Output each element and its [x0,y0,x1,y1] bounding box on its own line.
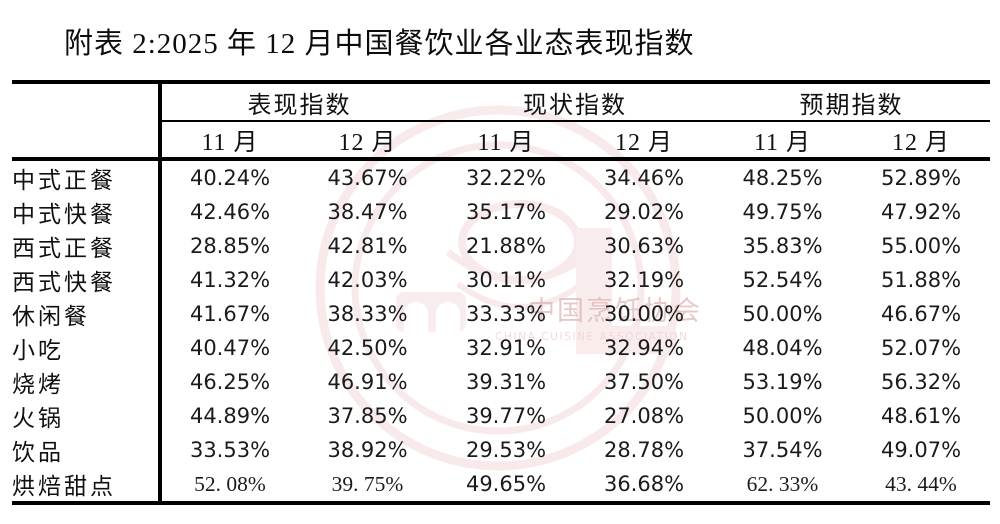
cell: 39. 75% [331,471,404,496]
cell: 41.67% [189,302,271,326]
cell: 42.46% [189,200,271,224]
row-label: 饮品 [12,433,162,467]
table-row: 休闲餐 41.67% 38.33% 33.33% 30.00% 50.00% 4… [12,297,990,331]
table-row: 中式快餐 42.46% 38.47% 35.17% 29.02% 49.75% … [12,195,990,229]
table-row: 中式正餐 40.24% 43.67% 32.22% 34.46% 48.25% … [12,159,990,195]
group-header-expectation: 预期指数 [713,82,990,122]
cell: 48.61% [880,404,962,428]
corner-cell [12,82,162,161]
month-header: 11 月 [713,121,852,161]
cell: 41.32% [189,268,271,292]
cell: 48.04% [742,336,823,360]
table-title: 附表 2:2025 年 12 月中国餐饮业各业态表现指数 [64,28,695,60]
cell: 40.47% [189,336,271,360]
group-header-current: 现状指数 [437,82,713,122]
cell: 62. 33% [746,471,819,496]
cell: 48.25% [742,166,823,190]
group-header-performance: 表现指数 [160,82,437,122]
cell: 49.07% [880,438,962,462]
cell: 52. 08% [194,471,266,496]
cell: 29.02% [603,200,685,224]
table-row: 饮品 33.53% 38.92% 29.53% 28.78% 37.54% 49… [12,433,990,467]
cell: 35.17% [465,200,547,224]
row-label: 中式正餐 [12,159,162,195]
row-label: 西式快餐 [12,263,162,297]
cell: 46.25% [189,370,271,394]
table-row: 烘焙甜点 52. 08% 39. 75% 49.65% 36.68% 62. 3… [12,467,990,503]
month-header: 11 月 [437,121,575,161]
row-label: 中式快餐 [12,195,162,229]
cell: 43. 44% [885,471,957,496]
cell: 32.19% [603,268,685,292]
month-header: 11 月 [160,121,298,161]
cell: 27.08% [603,404,685,428]
cell: 52.89% [880,166,962,190]
cell: 46.91% [327,370,408,394]
table-row: 烧烤 46.25% 46.91% 39.31% 37.50% 53.19% 56… [12,365,990,399]
month-header: 12 月 [852,121,990,161]
month-header: 12 月 [575,121,713,161]
table-row: 火锅 44.89% 37.85% 39.77% 27.08% 50.00% 48… [12,399,990,433]
month-header: 12 月 [298,121,437,161]
cell: 50.00% [742,302,823,326]
cell: 52.07% [880,336,962,360]
index-table: 表现指数 现状指数 预期指数 11 月 12 月 11 月 12 月 11 月 … [12,80,990,505]
index-table-container: 表现指数 现状指数 预期指数 11 月 12 月 11 月 12 月 11 月 … [12,80,990,505]
cell: 39.31% [465,370,547,394]
cell: 50.00% [742,404,823,428]
cell: 30.11% [465,268,547,292]
row-label: 烧烤 [12,365,162,399]
group-header-row: 表现指数 现状指数 预期指数 [12,82,990,161]
cell: 33.33% [465,302,547,326]
cell: 30.63% [603,234,685,258]
cell: 40.24% [189,166,271,190]
cell: 37.50% [603,370,685,394]
cell: 38.92% [327,438,408,462]
cell: 38.47% [327,200,408,224]
row-label: 小吃 [12,331,162,365]
cell: 28.85% [189,234,271,258]
cell: 43.67% [327,166,408,190]
cell: 49.75% [742,200,823,224]
cell: 29.53% [465,438,547,462]
cell: 33.53% [189,438,271,462]
cell: 46.67% [880,302,962,326]
cell: 51.88% [880,268,962,292]
cell: 52.54% [742,268,823,292]
cell: 55.00% [880,234,962,258]
cell: 30.00% [603,302,685,326]
cell: 28.78% [603,438,685,462]
row-label: 烘焙甜点 [12,467,162,503]
cell: 42.03% [327,268,408,292]
table-row: 西式正餐 28.85% 42.81% 21.88% 30.63% 35.83% … [12,229,990,263]
row-label: 休闲餐 [12,297,162,331]
cell: 35.83% [742,234,823,258]
cell: 44.89% [189,404,271,428]
cell: 32.91% [465,336,547,360]
row-label: 火锅 [12,399,162,433]
cell: 37.85% [327,404,408,428]
table-row: 小吃 40.47% 42.50% 32.91% 32.94% 48.04% 52… [12,331,990,365]
cell: 32.22% [465,166,547,190]
cell: 38.33% [327,302,408,326]
cell: 21.88% [465,234,547,258]
cell: 36.68% [603,472,685,496]
cell: 32.94% [603,336,685,360]
cell: 42.81% [327,234,408,258]
cell: 49.65% [465,472,547,496]
cell: 42.50% [327,336,408,360]
row-label: 西式正餐 [12,229,162,263]
cell: 39.77% [465,404,547,428]
cell: 53.19% [742,370,823,394]
cell: 56.32% [880,370,962,394]
cell: 37.54% [742,438,823,462]
table-row: 西式快餐 41.32% 42.03% 30.11% 32.19% 52.54% … [12,263,990,297]
cell: 47.92% [880,200,962,224]
cell: 34.46% [603,166,685,190]
